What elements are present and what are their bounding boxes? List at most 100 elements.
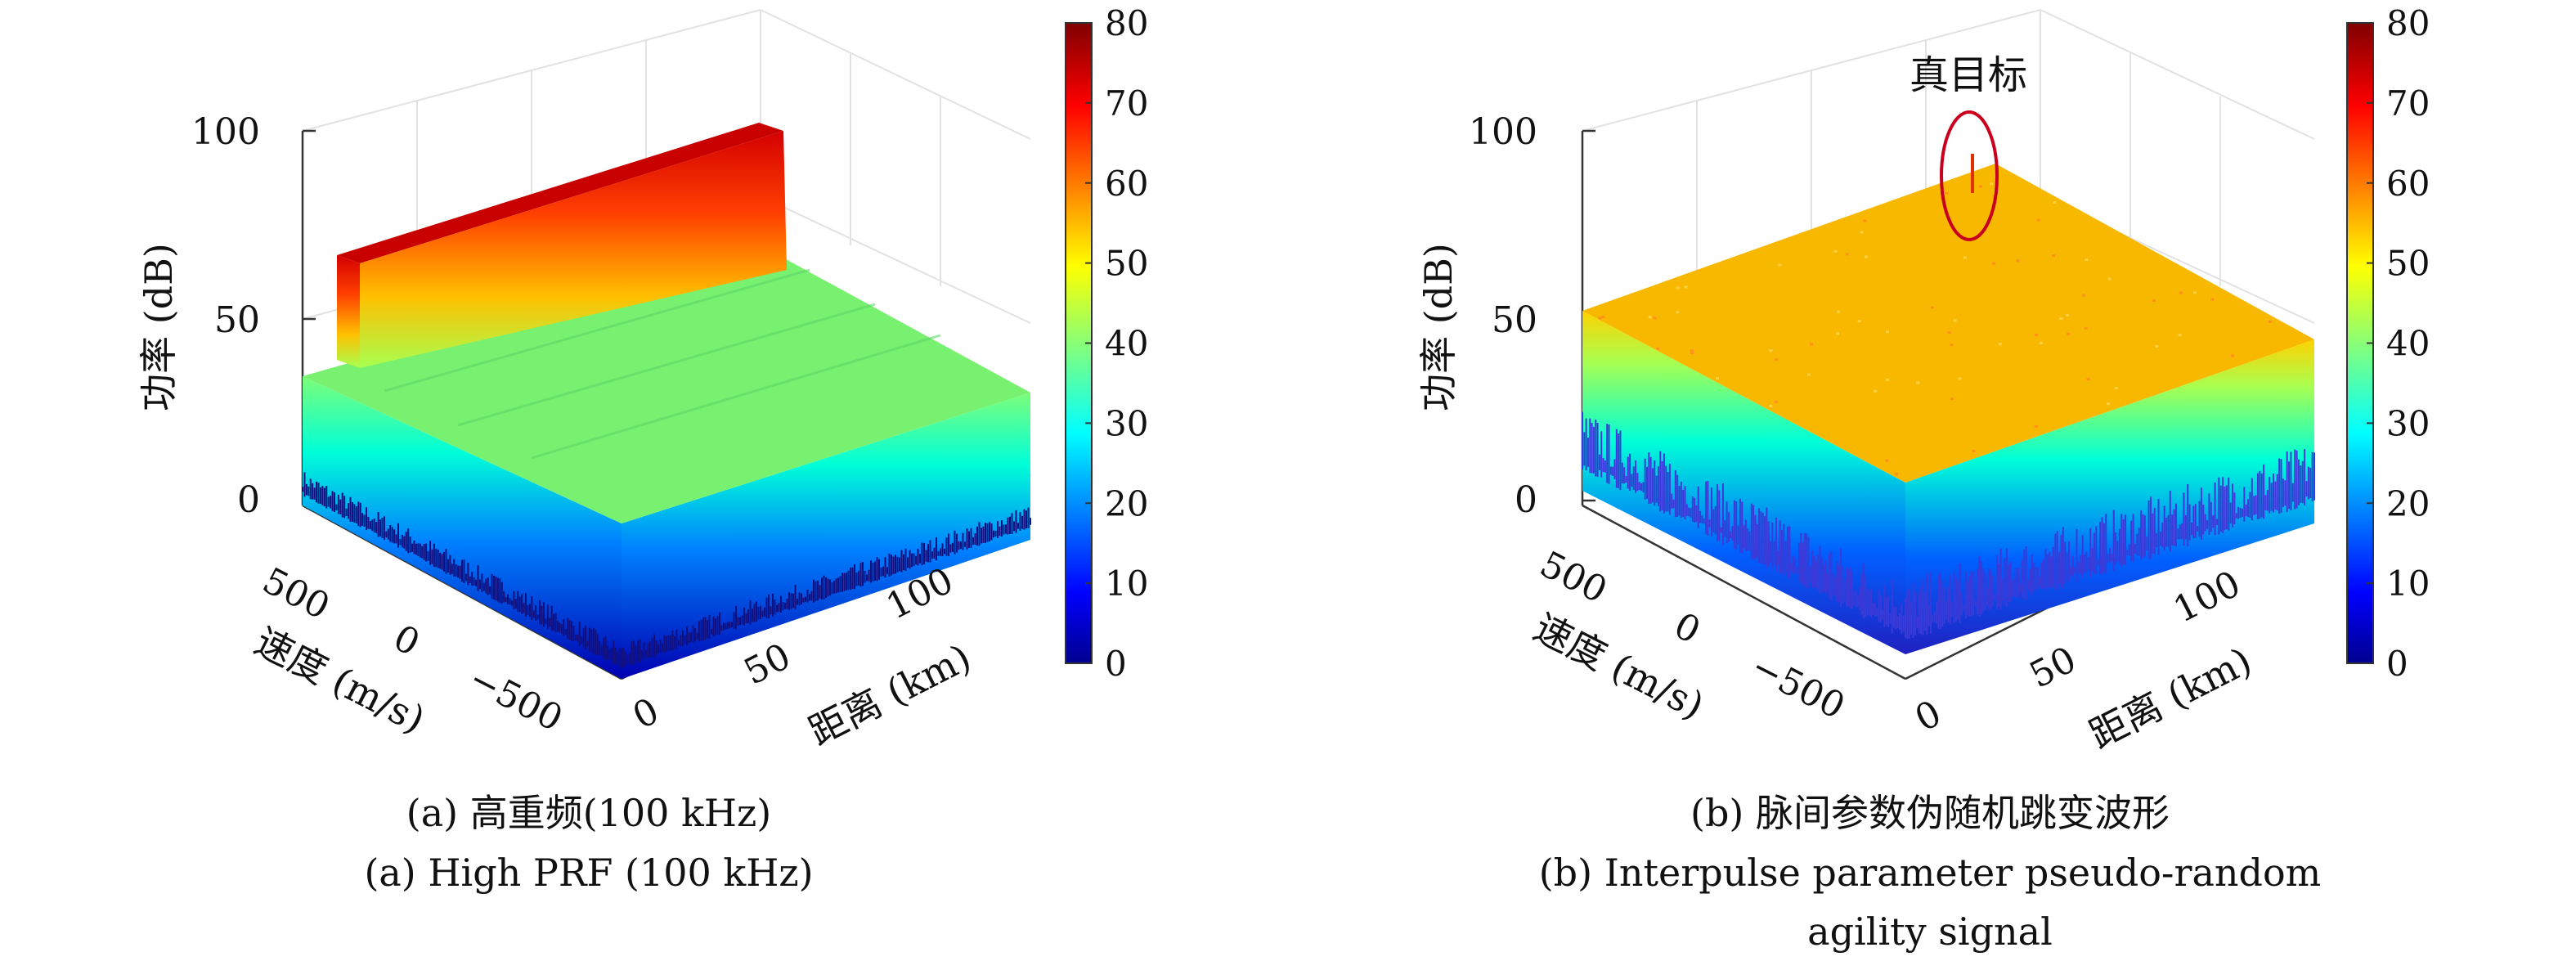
panel-b-caption-en-1: (b) Interpulse parameter pseudo-random bbox=[1539, 851, 2322, 895]
speckle bbox=[1979, 185, 1983, 188]
panel-b-colorbar-ticks: 0 10 20 30 40 50 60 70 80 bbox=[2367, 3, 2430, 684]
panel-b-ztick-50: 50 bbox=[1492, 299, 1537, 341]
speckle bbox=[2039, 342, 2043, 345]
panel-b-xtick-50: 50 bbox=[2023, 639, 2083, 697]
panel-b-plateau bbox=[1582, 164, 2314, 483]
colorbar-tick-label: 80 bbox=[1105, 3, 1148, 43]
panel-a-ztick-0: 0 bbox=[237, 479, 260, 521]
speckle bbox=[2085, 258, 2089, 262]
speckle bbox=[2107, 402, 2111, 406]
panel-b-ztick-100: 100 bbox=[1469, 111, 1537, 153]
colorbar-tick-label: 10 bbox=[2386, 564, 2430, 604]
panel-a-plateau-stripes bbox=[384, 268, 941, 460]
speckle bbox=[2084, 326, 2088, 330]
panel-a-ztick-100: 100 bbox=[191, 111, 260, 153]
speckle bbox=[1769, 349, 1773, 353]
speckle bbox=[2107, 277, 2112, 281]
panel-b-side-right bbox=[1905, 339, 2314, 654]
panel-b-xlabel: 距离 (km) bbox=[2082, 639, 2258, 757]
panel-a-side-left bbox=[303, 376, 622, 679]
panel-b-xtick-0: 0 bbox=[1909, 693, 1948, 740]
colorbar-tick-label: 0 bbox=[1105, 644, 1127, 684]
speckle bbox=[1806, 373, 1811, 376]
speckle bbox=[1916, 381, 1920, 384]
panel-a-ytick-500: 500 bbox=[256, 559, 336, 628]
colorbar-tick-label: 80 bbox=[2386, 3, 2430, 43]
colorbar-tick-label: 70 bbox=[1105, 83, 1148, 123]
speckle bbox=[2230, 354, 2234, 357]
speckle bbox=[1950, 397, 1954, 401]
speckle bbox=[2034, 424, 2038, 428]
colorbar-tick-label: 60 bbox=[1105, 164, 1148, 204]
speckle bbox=[1778, 263, 1782, 267]
panel-a: 100 50 0 功率 (dB) 500 0 −500 速度 (m/s) 0 5… bbox=[137, 3, 1148, 895]
panel-a-side-right bbox=[622, 393, 1030, 679]
panel-b-target-circle bbox=[1940, 110, 1999, 241]
colorbar-tick-label: 20 bbox=[1105, 483, 1148, 523]
speckle bbox=[1945, 191, 1949, 195]
speckle bbox=[1947, 331, 1951, 335]
speckle bbox=[1833, 249, 1838, 253]
speckle bbox=[1648, 316, 1652, 319]
speckle bbox=[1886, 330, 1890, 334]
panel-b-ytick-m500: −500 bbox=[1744, 645, 1851, 727]
speckle bbox=[1690, 352, 1694, 355]
speckle bbox=[1857, 320, 1861, 323]
speckle bbox=[1998, 343, 2002, 346]
panel-a-caption-en: (a) High PRF (100 kHz) bbox=[364, 851, 813, 895]
panel-a-ytick-m500: −500 bbox=[462, 658, 569, 739]
speckle bbox=[1835, 332, 1839, 335]
speckle bbox=[2036, 218, 2040, 222]
speckle bbox=[1656, 347, 1660, 350]
speckle bbox=[2034, 333, 2038, 336]
speckle bbox=[2016, 259, 2020, 263]
speckle bbox=[2155, 344, 2159, 348]
speckle bbox=[1958, 377, 1962, 380]
panel-b-caption-en-2: agility signal bbox=[1807, 909, 2053, 954]
panel-b-noise bbox=[1582, 411, 2315, 639]
panel-b-zlabel: 功率 (dB) bbox=[1416, 243, 1461, 411]
panel-b-side-left bbox=[1582, 311, 1905, 654]
speckle bbox=[1963, 256, 1967, 259]
speckle bbox=[2067, 332, 2071, 335]
colorbar-tick-label: 30 bbox=[2386, 403, 2430, 443]
colorbar-tick-label: 20 bbox=[2386, 483, 2430, 523]
panel-a-ridge-front bbox=[360, 131, 787, 368]
panel-a-ytick-0: 0 bbox=[387, 617, 426, 664]
speckle bbox=[1863, 219, 1867, 222]
panel-b-ytick-0: 0 bbox=[1667, 604, 1707, 652]
panel-a-zlabel: 功率 (dB) bbox=[137, 243, 181, 411]
speckle bbox=[1769, 404, 1773, 407]
panel-a-xtick-50: 50 bbox=[738, 635, 797, 694]
speckle bbox=[1775, 358, 1779, 361]
speckle bbox=[1837, 310, 1841, 313]
speckle bbox=[2114, 386, 2118, 389]
colorbar-tick-label: 0 bbox=[2386, 644, 2408, 684]
colorbar-tick-label: 60 bbox=[2386, 164, 2430, 204]
speckle bbox=[2178, 334, 2182, 337]
speckle bbox=[2152, 299, 2156, 303]
speckle bbox=[1601, 315, 1605, 318]
speckle bbox=[1653, 317, 1657, 320]
speckle bbox=[2179, 291, 2183, 294]
panel-a-xlabel: 距离 (km) bbox=[801, 635, 977, 754]
speckle bbox=[1930, 306, 1934, 309]
panel-a-ztick-50: 50 bbox=[214, 299, 260, 341]
speckle bbox=[2210, 298, 2215, 301]
panel-a-caption-cn: (a) 高重频(100 kHz) bbox=[406, 791, 771, 835]
panel-a-ridge-top bbox=[337, 123, 783, 263]
speckle bbox=[2066, 313, 2070, 317]
colorbar-tick-label: 50 bbox=[1105, 244, 1148, 284]
panel-b-target-label: 真目标 bbox=[1910, 52, 2027, 98]
panel-a-colorbar-ticks: 0 10 20 30 40 50 60 70 80 bbox=[1085, 3, 1148, 684]
colorbar-tick-label: 40 bbox=[1105, 324, 1148, 364]
speckle bbox=[1950, 344, 1954, 347]
speckle bbox=[1886, 378, 1890, 381]
speckle bbox=[1972, 450, 1976, 453]
colorbar-tick-label: 70 bbox=[2386, 83, 2430, 123]
speckle bbox=[1774, 400, 1778, 403]
speckle bbox=[1953, 319, 1957, 322]
speckle bbox=[2268, 320, 2272, 323]
panel-b-ztick-0: 0 bbox=[1515, 479, 1537, 521]
panel-a-ridge-face bbox=[337, 255, 360, 368]
